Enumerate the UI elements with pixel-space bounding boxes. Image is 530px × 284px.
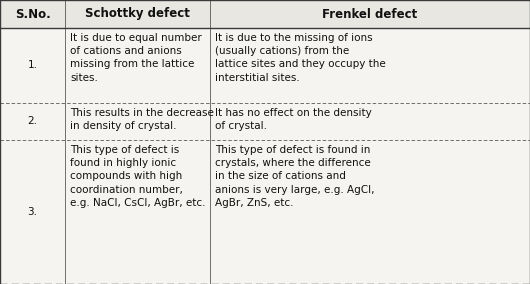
Bar: [0, 103, 65, 140]
Bar: [65, 0, 210, 28]
Text: It is due to equal number
of cations and anions
missing from the lattice
sites.: It is due to equal number of cations and…: [70, 33, 202, 83]
Text: This type of defect is found in
crystals, where the difference
in the size of ca: This type of defect is found in crystals…: [215, 145, 375, 208]
Text: Schottky defect: Schottky defect: [85, 7, 190, 20]
Text: 1.: 1.: [28, 60, 38, 70]
Text: 3.: 3.: [28, 207, 38, 217]
Text: It has no effect on the density
of crystal.: It has no effect on the density of cryst…: [215, 108, 372, 131]
Text: Frenkel defect: Frenkel defect: [322, 7, 418, 20]
Bar: [210, 103, 530, 140]
Bar: [210, 140, 530, 284]
Bar: [210, 28, 530, 103]
Text: It is due to the missing of ions
(usually cations) from the
lattice sites and th: It is due to the missing of ions (usuall…: [215, 33, 386, 83]
Bar: [0, 28, 65, 103]
Bar: [210, 0, 530, 28]
Text: This results in the decrease
in density of crystal.: This results in the decrease in density …: [70, 108, 214, 131]
Text: 2.: 2.: [28, 116, 38, 126]
Bar: [0, 140, 65, 284]
Bar: [0, 0, 65, 28]
Bar: [65, 103, 210, 140]
Bar: [65, 140, 210, 284]
Bar: [65, 28, 210, 103]
Text: S.No.: S.No.: [15, 7, 50, 20]
Text: This type of defect is
found in highly ionic
compounds with high
coordination nu: This type of defect is found in highly i…: [70, 145, 206, 208]
